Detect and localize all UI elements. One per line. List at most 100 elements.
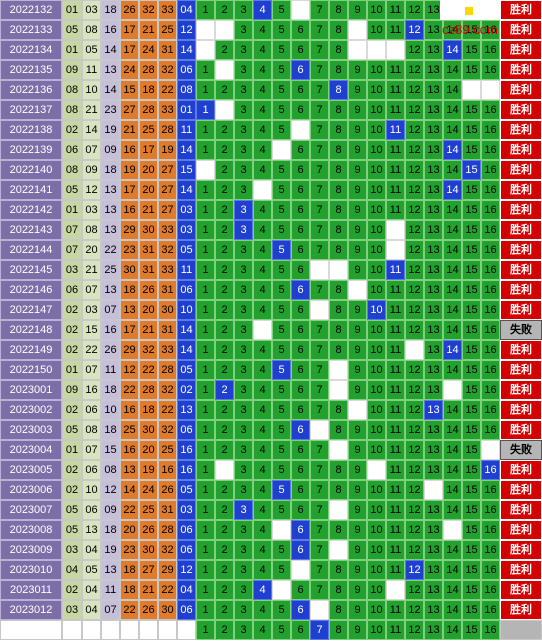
red-ball-cell: 27 xyxy=(158,160,177,180)
red-ball-cell: 21 xyxy=(139,200,158,220)
trend-cell: 5 xyxy=(272,80,291,100)
trend-cell: 1 xyxy=(196,300,215,320)
trend-cell: 10 xyxy=(367,520,386,540)
trend-cell: 12 xyxy=(405,420,424,440)
trend-cell xyxy=(196,20,215,40)
period-cell: 2022140 xyxy=(0,160,62,180)
trend-cell: 9 xyxy=(348,360,367,380)
trend-cell: 1 xyxy=(196,620,215,640)
trend-cell: 11 xyxy=(386,540,405,560)
trend-cell: 4 xyxy=(253,240,272,260)
trend-cell: 14 xyxy=(443,240,462,260)
period-cell: 2022148 xyxy=(0,320,62,340)
red-ball-cell: 10 xyxy=(82,80,101,100)
blue-hit-marker: 12 xyxy=(405,560,424,580)
trend-cell: 7 xyxy=(310,40,329,60)
period-cell: 2023001 xyxy=(0,380,62,400)
result-badge: 胜利 xyxy=(500,600,542,620)
trend-cell: 3 xyxy=(234,520,253,540)
red-ball-cell: 13 xyxy=(101,560,120,580)
period-cell: 2023003 xyxy=(0,420,62,440)
red-ball-cell xyxy=(158,620,177,640)
red-ball-cell: 16 xyxy=(120,400,139,420)
trend-cell: 3 xyxy=(234,540,253,560)
blue-hit-marker: 11 xyxy=(386,120,405,140)
trend-cell: 12 xyxy=(405,160,424,180)
trend-cell: 2 xyxy=(215,560,234,580)
trend-cell: 15 xyxy=(462,560,481,580)
trend-cell: 7 xyxy=(310,400,329,420)
trend-cell: 7 xyxy=(310,140,329,160)
red-ball-cell: 24 xyxy=(139,40,158,60)
red-ball-cell: 18 xyxy=(101,160,120,180)
red-ball-cell: 32 xyxy=(158,540,177,560)
red-ball-cell xyxy=(139,620,158,640)
trend-cell: 8 xyxy=(329,140,348,160)
trend-cell: 9 xyxy=(348,140,367,160)
trend-cell: 14 xyxy=(443,80,462,100)
trend-cell: 3 xyxy=(234,240,253,260)
trend-cell: 1 xyxy=(196,180,215,200)
red-ball-cell: 21 xyxy=(139,20,158,40)
trend-cell: 4 xyxy=(253,160,272,180)
trend-cell: 1 xyxy=(196,480,215,500)
red-ball-cell: 22 xyxy=(120,380,139,400)
trend-cell: 11 xyxy=(386,420,405,440)
trend-cell: 12 xyxy=(405,60,424,80)
trend-cell: 2 xyxy=(215,180,234,200)
trend-cell: 15 xyxy=(462,320,481,340)
red-ball-cell: 12 xyxy=(120,360,139,380)
trend-cell: 11 xyxy=(386,380,405,400)
trend-cell xyxy=(367,40,386,60)
trend-cell: 12 xyxy=(405,200,424,220)
blue-hit-marker: 14 xyxy=(443,340,462,360)
trend-cell: 2 xyxy=(215,0,234,20)
trend-cell xyxy=(215,20,234,40)
trend-cell: 11 xyxy=(386,280,405,300)
trend-cell: 15 xyxy=(462,100,481,120)
trend-cell: 3 xyxy=(234,560,253,580)
red-ball-cell: 31 xyxy=(158,40,177,60)
trend-cell: 1 xyxy=(196,540,215,560)
red-ball-cell: 01 xyxy=(62,0,82,20)
red-ball-cell: 16 xyxy=(101,320,120,340)
trend-cell: 12 xyxy=(405,180,424,200)
trend-cell: 8 xyxy=(329,400,348,420)
period-cell: 2023005 xyxy=(0,460,62,480)
trend-cell: 8 xyxy=(329,220,348,240)
trend-cell: 11 xyxy=(386,140,405,160)
blue-ball-cell: 13 xyxy=(177,400,196,420)
trend-cell: 11 xyxy=(386,80,405,100)
result-badge: 胜利 xyxy=(500,180,542,200)
result-badge: 胜利 xyxy=(500,300,542,320)
red-ball-cell: 13 xyxy=(101,60,120,80)
trend-cell: 12 xyxy=(405,80,424,100)
trend-cell: 3 xyxy=(234,100,253,120)
trend-cell: 9 xyxy=(348,540,367,560)
blue-hit-marker: 5 xyxy=(272,480,291,500)
red-ball-cell: 28 xyxy=(139,380,158,400)
trend-cell: 8 xyxy=(329,420,348,440)
red-ball-cell: 30 xyxy=(120,260,139,280)
red-ball-cell: 18 xyxy=(101,520,120,540)
period-cell: 2023009 xyxy=(0,540,62,560)
trend-cell: 4 xyxy=(253,20,272,40)
red-ball-cell: 18 xyxy=(101,0,120,20)
red-ball-cell: 05 xyxy=(62,420,82,440)
red-ball-cell: 25 xyxy=(120,420,139,440)
blue-ball-cell: 06 xyxy=(177,540,196,560)
trend-cell: 3 xyxy=(234,160,253,180)
trend-cell: 3 xyxy=(234,420,253,440)
red-ball-cell: 02 xyxy=(62,460,82,480)
trend-cell: 11 xyxy=(386,560,405,580)
trend-cell: 7 xyxy=(310,220,329,240)
trend-cell: 16 xyxy=(481,620,500,640)
trend-cell: 4 xyxy=(253,280,272,300)
trend-cell: 12 xyxy=(405,600,424,620)
trend-cell: 14 xyxy=(443,500,462,520)
trend-cell: 3 xyxy=(234,320,253,340)
trend-cell xyxy=(386,240,405,260)
trend-cell: 8 xyxy=(329,120,348,140)
trend-cell: 5 xyxy=(272,320,291,340)
